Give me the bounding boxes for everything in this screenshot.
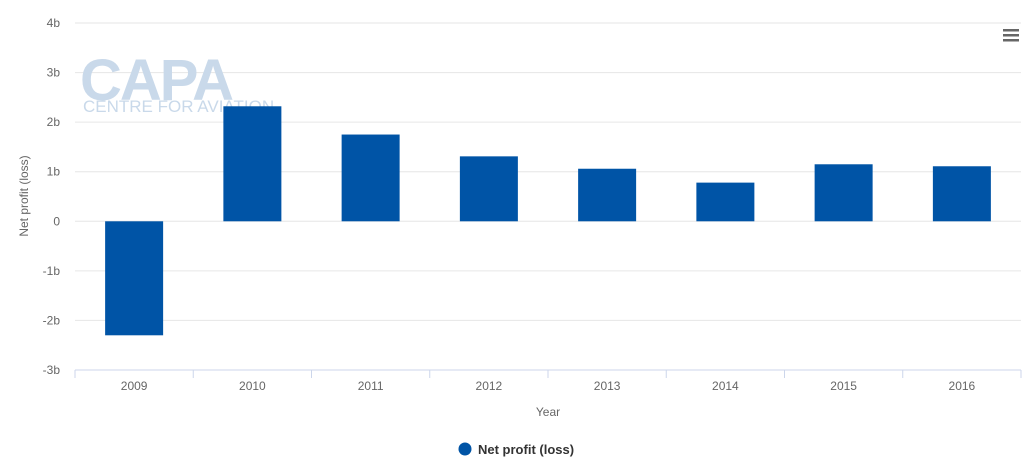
x-axis-ticks: 2009 2010 2011 2012 2013 2014 2015 2016 [74, 370, 1022, 393]
y-tick-label: -3b [43, 363, 61, 377]
bar-2015[interactable] [814, 164, 873, 222]
x-tick-label: 2013 [594, 379, 621, 393]
hamburger-menu-icon[interactable] [990, 20, 1020, 50]
bar-2010[interactable] [223, 106, 282, 222]
y-tick-label: -2b [43, 313, 61, 327]
bar-2009[interactable] [105, 221, 164, 336]
legend[interactable]: Net profit (loss) [458, 442, 575, 457]
x-tick-label: 2015 [830, 379, 857, 393]
x-tick-label: 2014 [712, 379, 739, 393]
y-tick-label: 1b [47, 165, 61, 179]
bar-2012[interactable] [459, 156, 518, 222]
y-axis-ticks: 4b 3b 2b 1b 0 -1b -2b -3b [43, 16, 61, 377]
y-tick-label: 0 [53, 214, 60, 228]
legend-item-label[interactable]: Net profit (loss) [478, 442, 574, 457]
bar-2014[interactable] [696, 182, 755, 222]
x-axis-title: Year [536, 405, 560, 419]
watermark-brand: CAPA [80, 48, 233, 113]
y-tick-label: 4b [47, 16, 61, 30]
bar-2011[interactable] [341, 134, 400, 222]
x-tick-label: 2012 [476, 379, 503, 393]
watermark: CAPA CENTRE FOR AVIATION [80, 48, 274, 116]
bar-2013[interactable] [578, 168, 637, 222]
y-tick-label: 2b [47, 115, 61, 129]
y-axis-title: Net profit (loss) [17, 155, 31, 236]
x-tick-label: 2011 [358, 379, 384, 393]
y-tick-label: -1b [43, 264, 61, 278]
x-tick-label: 2009 [121, 379, 148, 393]
y-tick-label: 3b [47, 66, 61, 80]
bar-2016[interactable] [932, 166, 991, 222]
x-tick-label: 2016 [949, 379, 976, 393]
x-tick-label: 2010 [239, 379, 266, 393]
bars [105, 106, 991, 336]
legend-marker [458, 442, 472, 456]
